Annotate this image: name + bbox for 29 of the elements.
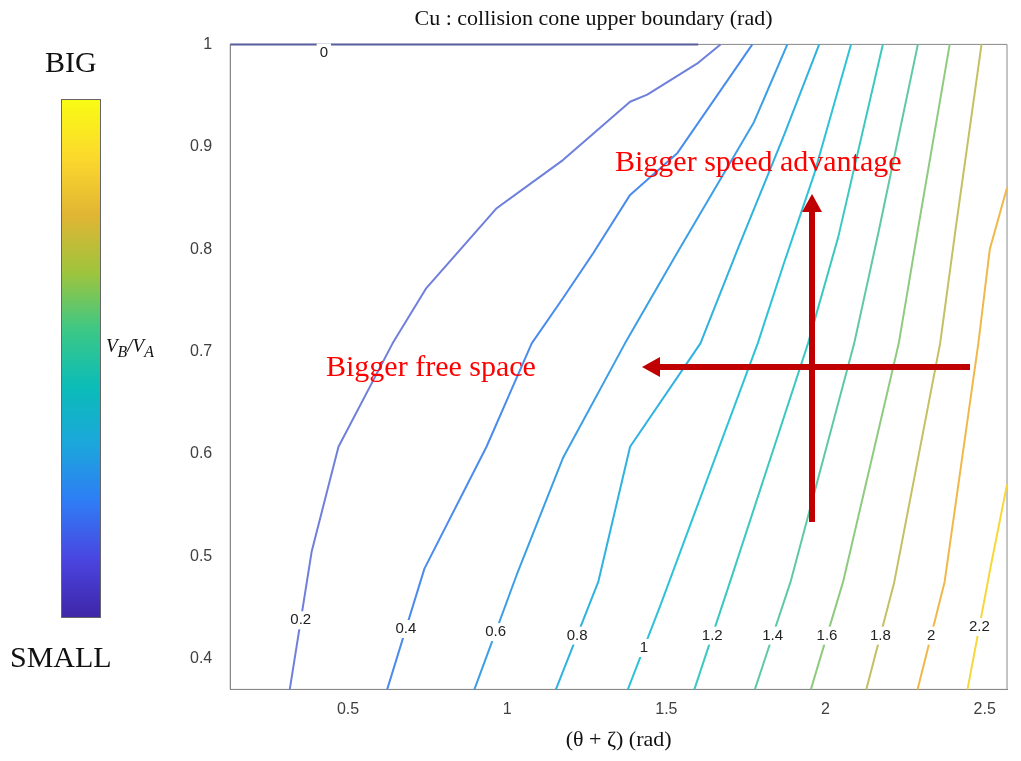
y-tick-label: 1 xyxy=(203,34,213,52)
series-label: 1.2 xyxy=(701,625,723,643)
y-tick-label: 0.6 xyxy=(189,444,213,462)
series-label: 1.8 xyxy=(869,625,891,643)
x-tick-label: 2.5 xyxy=(973,700,996,718)
y-tick-label: 0.9 xyxy=(189,137,213,155)
series-label: 2.2 xyxy=(968,617,990,635)
series-label: 0.6 xyxy=(485,622,507,640)
series-label: 0.8 xyxy=(566,625,588,643)
series-label: 1.4 xyxy=(762,625,784,643)
y-tick-label: 0.5 xyxy=(189,546,213,564)
series-label: 0 xyxy=(319,42,329,60)
text: SMALL xyxy=(10,640,112,674)
series-label: 1 xyxy=(639,638,649,656)
x-tick-label: 2 xyxy=(821,700,831,718)
series-label: 0.2 xyxy=(290,610,312,628)
y-tick-label: 0.8 xyxy=(189,239,213,257)
chart-title: Cu : collision cone upper boundary (rad) xyxy=(414,4,773,30)
y-tick-label: 0.4 xyxy=(189,649,213,667)
x-tick-label: 0.5 xyxy=(336,700,360,718)
x-axis-title: (θ + ζ) (rad) xyxy=(565,725,672,751)
series-label: 1.6 xyxy=(816,625,838,643)
color-bar-title: V$_{B}$/V$_{A}$ xyxy=(106,335,154,361)
series-label: 2 xyxy=(926,625,936,643)
y-tick-label: 0.7 xyxy=(189,341,213,359)
text: BIG xyxy=(45,45,97,79)
series-label: 0.4 xyxy=(395,619,417,637)
x-tick-label: 1 xyxy=(502,700,512,718)
x-tick-label: 1.5 xyxy=(655,700,678,718)
